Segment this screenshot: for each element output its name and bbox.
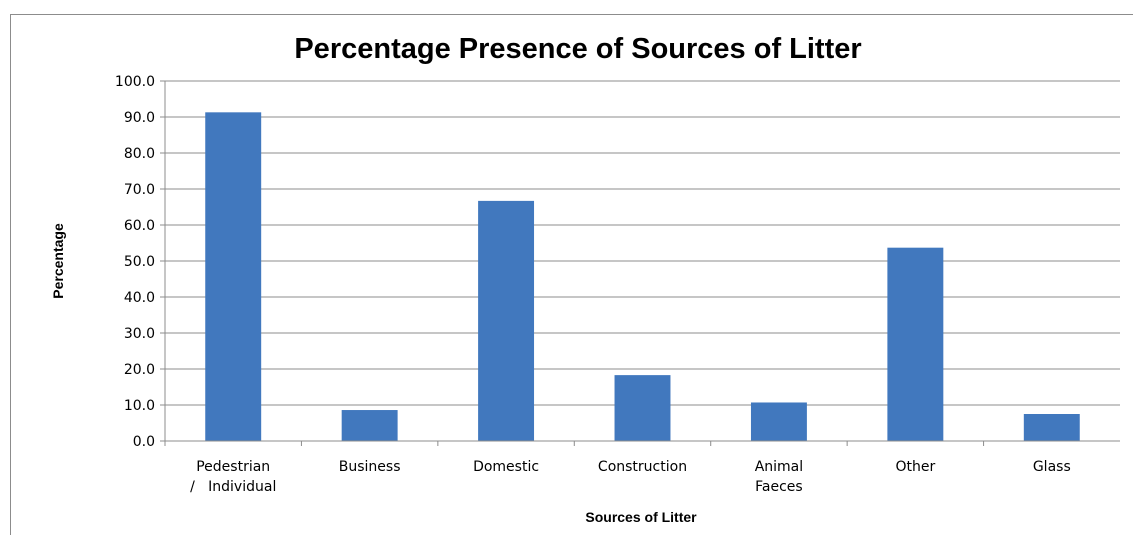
y-axis-title: Percentage: [50, 223, 66, 299]
bar: [478, 200, 535, 441]
y-tick-label: 80.0: [124, 146, 155, 162]
bar: [614, 375, 671, 441]
x-tick-label: Business: [339, 459, 401, 475]
y-tick-label: 100.0: [115, 74, 155, 90]
gridlines: [165, 80, 1120, 406]
y-tick-label: 70.0: [124, 182, 155, 198]
bar: [205, 112, 262, 441]
x-tick-label: Other: [895, 459, 935, 475]
y-tick-label: 0.0: [133, 434, 155, 450]
x-tick-label: Glass: [1033, 459, 1071, 475]
y-tick-label: 30.0: [124, 326, 155, 342]
bar: [750, 402, 807, 441]
bars: [205, 112, 1080, 441]
x-tick-label: Domestic: [473, 459, 539, 475]
y-tick-label: 20.0: [124, 362, 155, 378]
x-tick-label: Animal: [755, 459, 803, 475]
chart-frame: [10, 14, 1133, 535]
y-tick-label: 10.0: [124, 398, 155, 414]
x-tick-label: / Individual: [190, 479, 276, 495]
bar: [341, 410, 398, 441]
y-tick-label: 50.0: [124, 254, 155, 270]
y-tick-label: 60.0: [124, 218, 155, 234]
x-axis-title: Sources of Litter: [585, 509, 697, 525]
x-tick-label: Faeces: [755, 479, 803, 495]
x-axis-labels: Pedestrian / Individual Business Domestic Co…: [164, 441, 1071, 495]
x-tick-label: Pedestrian: [196, 459, 270, 475]
chart-title: Percentage Presence of Sources of Litter: [294, 33, 861, 65]
bar: [887, 247, 944, 441]
x-tick-label: Construction: [598, 459, 687, 475]
bar: [1023, 414, 1080, 441]
y-axis-ticks: 0.0 10.0 20.0 30.0 40.0 50.0 60.0 70.0 80.0 90.0 1…: [115, 74, 165, 450]
y-tick-label: 90.0: [124, 110, 155, 126]
y-tick-label: 40.0: [124, 290, 155, 306]
